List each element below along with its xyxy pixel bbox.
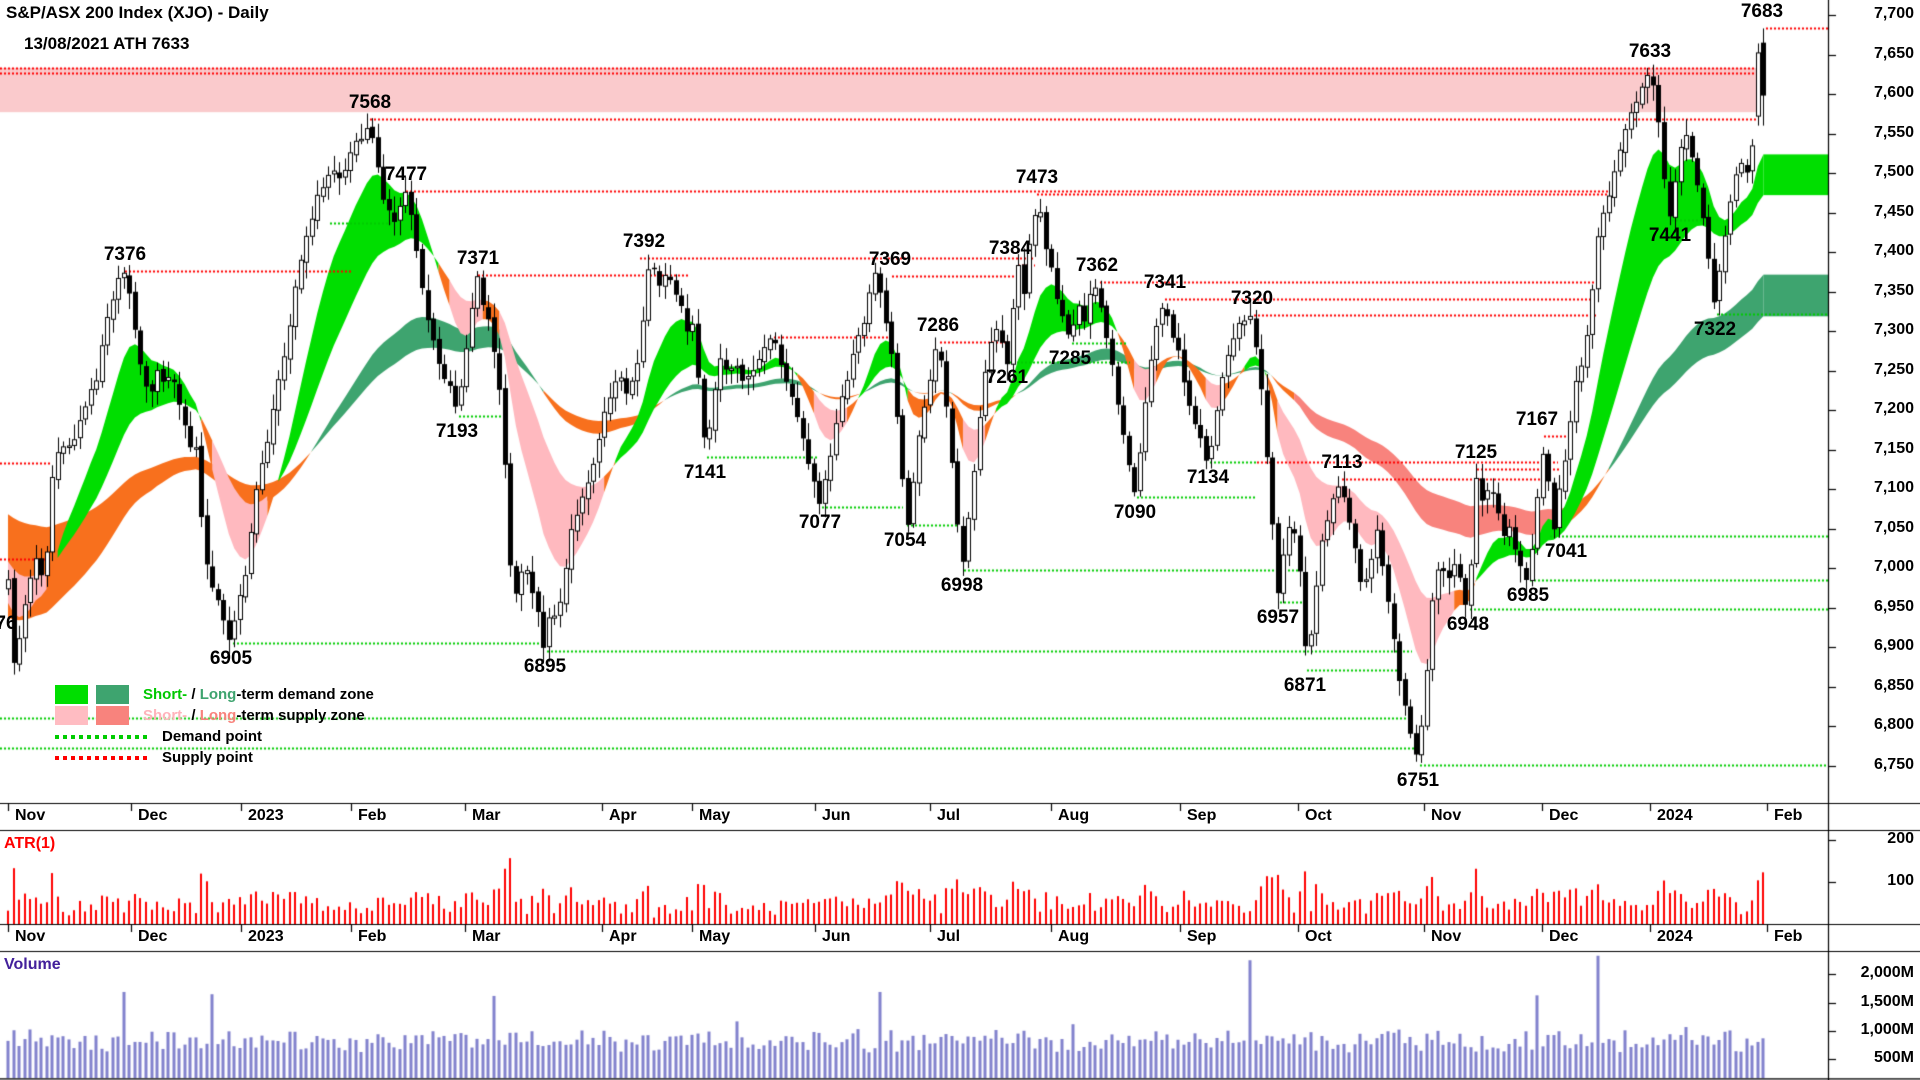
stock-chart-app: S&P/ASX 200 Index (XJO) - Daily 13/08/20…	[0, 0, 1920, 1080]
chart-canvas	[0, 0, 1920, 1080]
